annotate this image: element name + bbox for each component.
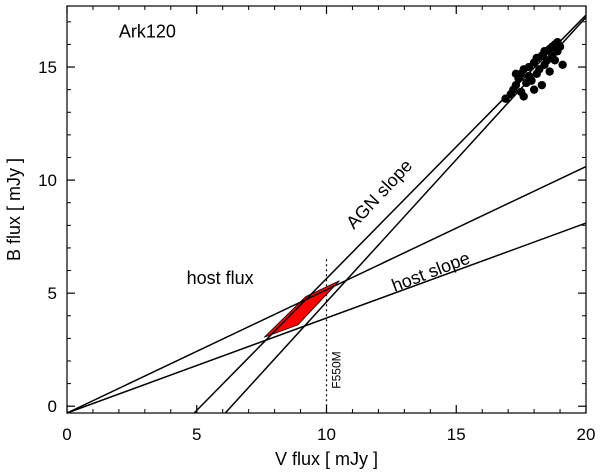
data-point <box>519 92 528 101</box>
host-flux-annotation: host flux <box>187 268 254 288</box>
x-tick-label: 5 <box>192 425 201 444</box>
data-point <box>527 76 536 85</box>
data-point <box>558 60 567 69</box>
axis-ticks: 0 5 10 15 20 0 5 10 15 <box>38 6 595 444</box>
y-tick-label: 10 <box>38 171 57 190</box>
f550m-marker-label: F550M <box>330 351 344 388</box>
y-tick-label: 0 <box>48 397 57 416</box>
data-point <box>550 56 560 65</box>
y-tick-label: 5 <box>48 284 57 303</box>
data-point <box>545 67 554 76</box>
data-point <box>511 69 521 79</box>
chart-title: Ark120 <box>119 22 176 42</box>
data-point <box>529 85 539 94</box>
x-tick-label: 20 <box>577 425 596 444</box>
x-tick-label: 0 <box>62 425 71 444</box>
slope-line-4 <box>66 222 587 414</box>
x-tick-label: 15 <box>447 425 466 444</box>
x-axis-title: V flux [ mJy ] <box>275 449 378 469</box>
y-axis-title: B flux [ mJy ] <box>4 158 24 261</box>
data-point <box>537 80 547 90</box>
data-point <box>555 42 565 51</box>
y-tick-label: 15 <box>38 58 57 77</box>
x-tick-label: 10 <box>317 425 336 444</box>
data-point <box>511 80 521 90</box>
